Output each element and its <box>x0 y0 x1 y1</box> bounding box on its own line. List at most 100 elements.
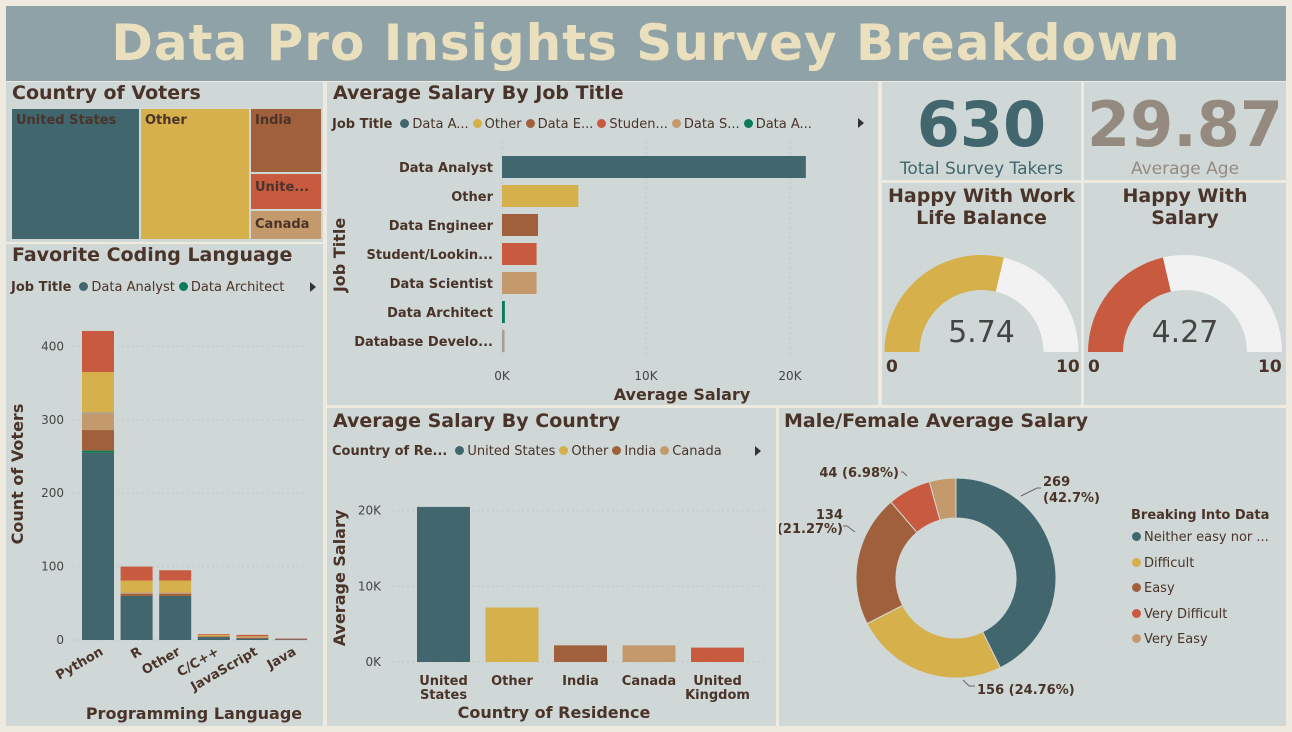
y-tick-label: 100 <box>41 560 64 574</box>
legend-item[interactable]: Data E... <box>537 117 594 132</box>
legend-item[interactable]: Data Analyst <box>91 280 175 295</box>
legend-dot <box>1132 634 1141 643</box>
legend-next-arrow-icon[interactable] <box>858 118 864 128</box>
donut-slice <box>928 477 957 521</box>
treemap-cell-other[interactable]: Other <box>141 109 249 239</box>
x-tick-label: India <box>562 674 599 689</box>
data-label: 44 (6.98%) <box>819 466 899 481</box>
legend-item[interactable]: Canada <box>672 444 722 459</box>
average-age-label: Average Age <box>1130 159 1240 179</box>
donut-legend-item[interactable]: Very Easy <box>1132 632 1208 647</box>
legend-item[interactable]: India <box>624 444 657 459</box>
legend-dot <box>597 119 607 128</box>
legend-item[interactable]: Studen... <box>609 117 668 132</box>
legend-dot <box>1132 557 1141 567</box>
treemap-cell-united-states[interactable]: United States <box>12 109 139 239</box>
y-tick-label: 0 <box>56 633 64 647</box>
bar <box>502 330 505 352</box>
salary-by-country-title: Average Salary By Country <box>333 410 621 432</box>
donut-legend-item[interactable]: Easy <box>1132 581 1175 596</box>
legend-item[interactable]: Other <box>571 444 609 459</box>
gauge-track-arc <box>995 257 1079 352</box>
treemap-label: Other <box>145 113 187 128</box>
treemap-cell-canada[interactable]: Canada <box>251 211 321 239</box>
legend-dot <box>472 119 482 128</box>
treemap-label: Unite... <box>255 180 310 195</box>
legend-item[interactable]: Data A... <box>412 117 469 132</box>
donut-legend-item[interactable]: Neither easy nor ... <box>1132 530 1269 545</box>
x-tick-label: 10K <box>634 369 658 383</box>
treemap-cell-united-kingdom[interactable]: Unite... <box>251 174 321 209</box>
bar-segment <box>275 638 307 640</box>
job-legend: Job Title Data A... Other Data E... Studen..… <box>332 117 812 132</box>
y-tick-label: 20K <box>358 504 382 518</box>
bar <box>502 156 806 178</box>
legend-item[interactable]: Data A... <box>755 117 812 132</box>
work-life-gauge-card: Happy With Work Life Balance 5.74 0 10 <box>882 183 1081 405</box>
gauge-min: 0 <box>1088 357 1100 377</box>
legend-item[interactable]: Other <box>484 117 522 132</box>
favorite-coding-language-panel: Favorite Coding Language Job Title Data A… <box>6 244 323 726</box>
legend-dot <box>400 119 410 128</box>
gauge-max: 10 <box>1258 357 1282 377</box>
survey-takers-card: 630 Total Survey Takers <box>882 82 1081 180</box>
average-age-value: 29.87 <box>1086 88 1284 161</box>
leader-line <box>1020 487 1041 497</box>
coding-legend: Job Title Data Analyst Data Architect <box>11 280 284 295</box>
bar-segment <box>236 637 269 638</box>
data-label: (42.7%) <box>1043 491 1100 506</box>
data-label: 156 (24.76%) <box>977 683 1075 698</box>
gauge-fill-arc <box>1088 257 1171 352</box>
legend-dot <box>178 282 188 291</box>
salary-by-job-chart: 0K 10K 20K Data Analyst Other Data Engineer St… <box>330 142 806 404</box>
x-tick-label: United <box>419 674 468 689</box>
salary-by-job-title: Average Salary By Job Title <box>333 82 624 104</box>
legend-item[interactable]: Data Architect <box>190 280 285 295</box>
x-tick-label: R <box>128 644 144 662</box>
salary-by-job-panel: Average Salary By Job Title Job Title Dat… <box>327 82 878 405</box>
x-axis-label: Country of Residence <box>458 703 651 722</box>
bar-segment <box>197 634 230 635</box>
y-tick-label: 400 <box>41 339 64 353</box>
bar-segment <box>159 580 192 593</box>
leader-line <box>843 525 856 533</box>
favorite-coding-language-title: Favorite Coding Language <box>12 244 293 266</box>
data-label: 269 <box>1043 475 1070 490</box>
legend-title: Job Title <box>11 280 72 295</box>
legend-dot <box>79 282 89 291</box>
y-tick-label: Other <box>451 190 493 205</box>
bar-segment <box>120 592 153 594</box>
donut-legend-item[interactable]: Difficult <box>1132 556 1194 571</box>
male-female-salary-title: Male/Female Average Salary <box>784 410 1088 432</box>
country-legend: Country of Re... United States Other India C… <box>332 444 722 459</box>
bar-segment <box>120 580 153 593</box>
donut-slice <box>866 604 1001 679</box>
salary-by-country-panel: Average Salary By Country Country of Re.… <box>327 408 776 726</box>
bar-segment <box>82 452 114 640</box>
legend-label: Easy <box>1144 581 1175 596</box>
bar-segment <box>197 637 230 640</box>
gauge-value: 4.27 <box>1151 315 1219 350</box>
average-age-card: 29.87 Average Age <box>1084 82 1286 180</box>
bar <box>502 272 537 294</box>
legend-item[interactable]: United States <box>467 444 556 459</box>
legend-next-arrow-icon[interactable] <box>755 446 761 456</box>
legend-dot <box>743 119 753 128</box>
y-axis-label: Average Salary <box>330 509 349 646</box>
survey-takers-label: Total Survey Takers <box>899 159 1064 179</box>
y-tick-label: 0K <box>365 655 382 669</box>
legend-item[interactable]: Data S... <box>683 117 740 132</box>
gauge-title: Happy With Salary <box>1084 185 1286 229</box>
bar-segment <box>82 412 114 414</box>
treemap-cell-india[interactable]: India <box>251 109 321 172</box>
bar-segment <box>82 413 114 431</box>
y-axis-label: Job Title <box>330 218 349 294</box>
legend-next-arrow-icon[interactable] <box>310 282 316 292</box>
salary-gauge-card: Happy With Salary 4.27 0 10 <box>1084 183 1286 405</box>
donut-legend-item[interactable]: Very Difficult <box>1132 607 1227 622</box>
gauge-value: 5.74 <box>948 315 1015 350</box>
breaking-into-data-donut: 269(42.7%) 156 (24.76%) 134(21.27%) 44 (6.9… <box>779 466 1100 698</box>
legend-label: Difficult <box>1144 555 1195 571</box>
bar <box>502 301 505 323</box>
